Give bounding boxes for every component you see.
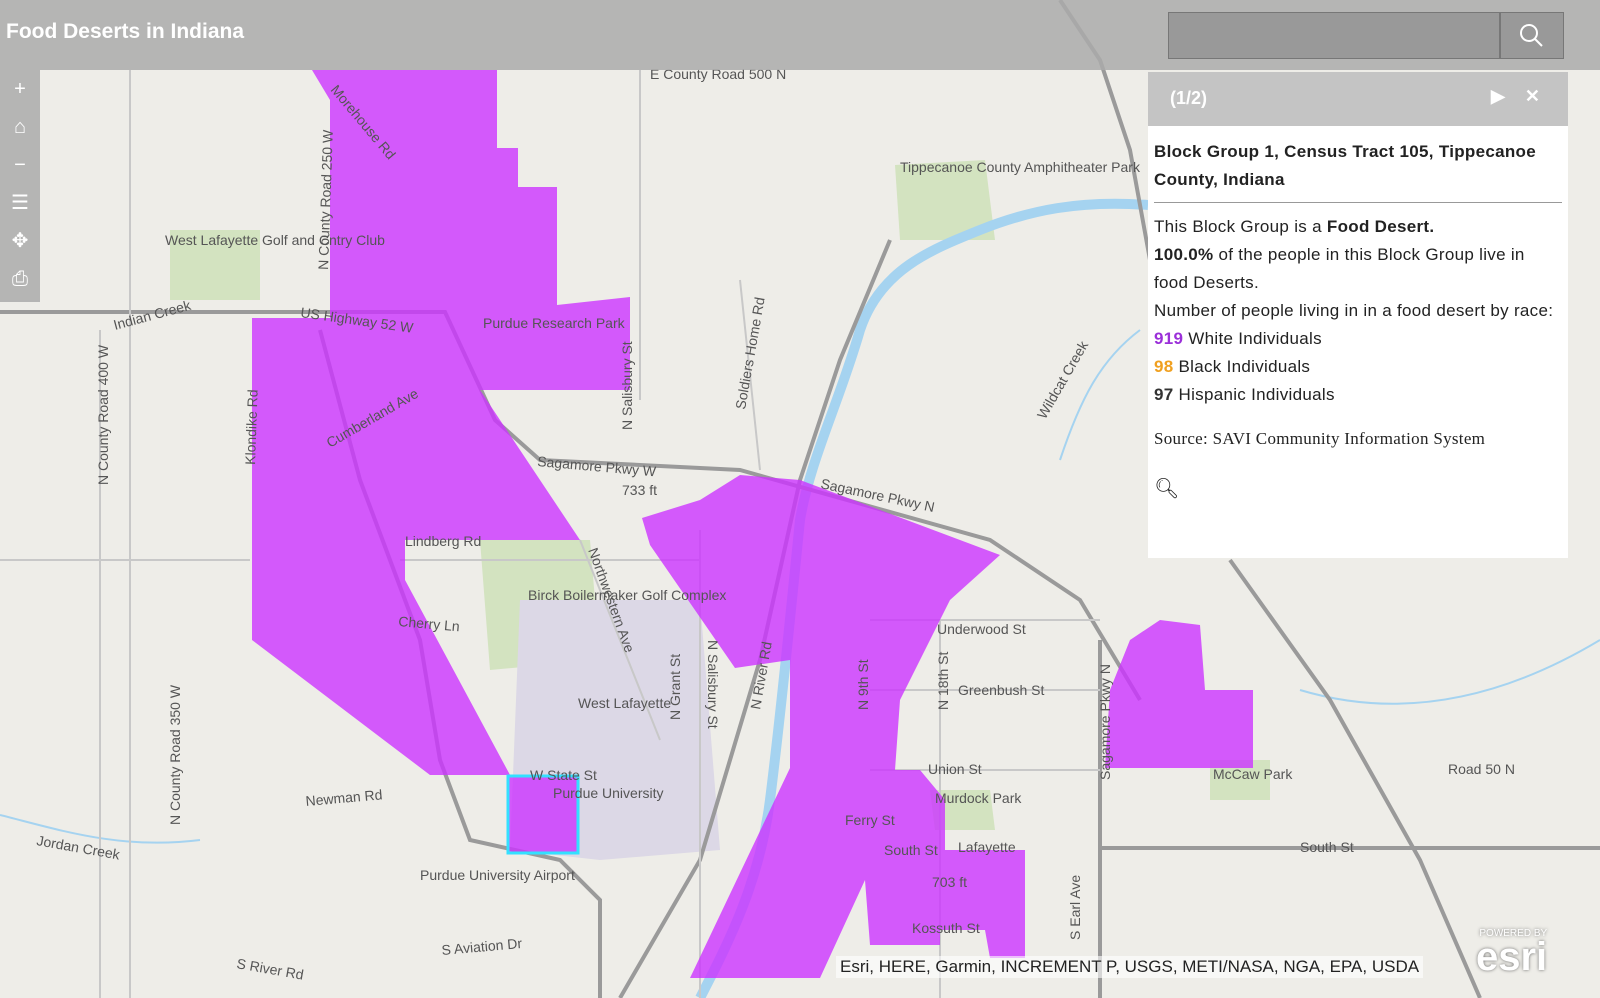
logo-name: esri xyxy=(1476,935,1548,979)
race-label: White Individuals xyxy=(1188,329,1322,348)
locate[interactable]: ✥ xyxy=(11,230,29,252)
popup-header: (1/2) ▶ ✕ xyxy=(1148,72,1568,126)
map-label: Kossuth St xyxy=(912,920,980,936)
map-label: Purdue Research Park xyxy=(483,315,626,331)
map-label: 703 ft xyxy=(932,874,967,890)
zoom-out[interactable]: − xyxy=(14,154,26,176)
map-label: N County Road 400 W xyxy=(95,344,111,485)
map-label: Sagamore Pkwy W xyxy=(537,453,658,479)
map-label: Union St xyxy=(928,761,982,777)
race-intro: Number of people living in in a food des… xyxy=(1154,301,1554,320)
app-title: Food Deserts in Indiana xyxy=(6,20,245,43)
attribution: Esri, HERE, Garmin, INCREMENT P, USGS, M… xyxy=(836,956,1424,978)
map-label: N 18th St xyxy=(935,652,951,710)
home[interactable]: ⌂ xyxy=(13,116,27,138)
map-label: Klondike Rd xyxy=(242,389,261,465)
logo-caption: POWERED BY xyxy=(1479,928,1548,939)
race-row: 98 Black Individuals xyxy=(1154,353,1562,381)
next-button[interactable]: ▶ xyxy=(1491,86,1505,106)
popup-heading: Block Group 1, Census Tract 105, Tippeca… xyxy=(1154,138,1562,203)
map-label: S Earl Ave xyxy=(1067,875,1083,940)
map-label: N Grant St xyxy=(667,654,683,720)
map-label: Ferry St xyxy=(845,812,895,828)
popup-body: Block Group 1, Census Tract 105, Tippeca… xyxy=(1148,126,1568,515)
food-desert-area xyxy=(252,70,1253,978)
race-label: Hispanic Individuals xyxy=(1178,385,1335,404)
map-label: Greenbush St xyxy=(958,682,1044,698)
map-label: N 9th St xyxy=(855,659,871,710)
map-label: Purdue University xyxy=(553,785,664,801)
popup-share: 100.0% of the people in this Block Group… xyxy=(1154,241,1562,297)
map-label: Newman Rd xyxy=(305,786,383,809)
race-label: Black Individuals xyxy=(1178,357,1311,376)
popup-pager: (1/2) xyxy=(1170,88,1208,108)
selected-block-group[interactable] xyxy=(506,774,580,855)
map-label: Soldiers Home Rd xyxy=(732,296,767,411)
legend[interactable]: ☰ xyxy=(11,192,29,214)
map-label: S Aviation Dr xyxy=(441,935,523,958)
map-label: South St xyxy=(1300,839,1354,855)
popup: (1/2) ▶ ✕ Block Group 1, Census Tract 10… xyxy=(1148,72,1568,558)
map-label: Sagamore Pkwy N xyxy=(1097,664,1113,780)
search-icon xyxy=(1520,24,1543,47)
map-label: Road 50 N xyxy=(1448,761,1515,777)
print[interactable]: ⎙ xyxy=(12,268,28,290)
esri-logo: POWERED BY esri xyxy=(1476,928,1548,979)
map-label: W State St xyxy=(530,767,597,783)
map-label: Wildcat Creek xyxy=(1034,337,1092,421)
search-input[interactable] xyxy=(1168,12,1500,59)
map-label: Lafayette xyxy=(958,839,1016,855)
race-count: 97 xyxy=(1154,385,1174,404)
map-label: West Lafayette xyxy=(578,695,671,711)
popup-intro: This Block Group is a Food Desert. xyxy=(1154,213,1562,241)
share-value: 100.0% xyxy=(1154,245,1214,264)
source: Source: SAVI Community Information Syste… xyxy=(1154,429,1486,448)
map-label: Tippecanoe County Amphitheater Park xyxy=(900,159,1141,175)
zoom-in[interactable]: + xyxy=(14,78,26,100)
map-label: Murdock Park xyxy=(935,790,1022,806)
text: Food Desert. xyxy=(1326,217,1435,236)
text: of the people in this Block Group live i… xyxy=(1154,245,1525,292)
map-label: N Salisbury St xyxy=(705,640,721,729)
popup-nav: ▶ ✕ xyxy=(1491,86,1540,107)
map-label: Cherry Ln xyxy=(398,613,461,634)
race-count: 98 xyxy=(1154,357,1174,376)
map-label: S River Rd xyxy=(235,955,304,983)
map-toolbar: + ⌂ − ☰ ✥ ⎙ xyxy=(0,70,40,302)
map-label: South St xyxy=(884,842,938,858)
race-list: 919 White Individuals 98 Black Individuals 9… xyxy=(1154,325,1562,409)
search-button[interactable] xyxy=(1500,12,1564,59)
race-count: 919 xyxy=(1154,329,1184,348)
close-button[interactable]: ✕ xyxy=(1524,86,1540,106)
text: This Block Group is a xyxy=(1154,217,1327,236)
map-label: Indian Creek xyxy=(112,297,194,333)
map-label: 733 ft xyxy=(622,482,657,498)
map-label: Lindberg Rd xyxy=(405,533,481,549)
race-row: 919 White Individuals xyxy=(1154,325,1562,353)
map-label: Jordan Creek xyxy=(35,832,122,863)
map-label: McCaw Park xyxy=(1213,766,1293,782)
creek xyxy=(0,329,1600,844)
map-label: Underwood St xyxy=(937,621,1026,637)
map-label: N County Road 350 W xyxy=(167,684,183,825)
zoom-to[interactable]: 🔍︎ xyxy=(1154,478,1180,500)
map-label: West Lafayette Golf and Cntry Club xyxy=(165,232,385,248)
map-label: E County Road 500 N xyxy=(650,66,786,82)
map-label: N County Road 250 W xyxy=(315,129,336,270)
map-label: Purdue University Airport xyxy=(420,867,575,883)
race-row: 97 Hispanic Individuals xyxy=(1154,381,1562,409)
map-label: N Salisbury St xyxy=(619,341,635,430)
map-label: Birck Boilermaker Golf Complex xyxy=(528,587,726,603)
